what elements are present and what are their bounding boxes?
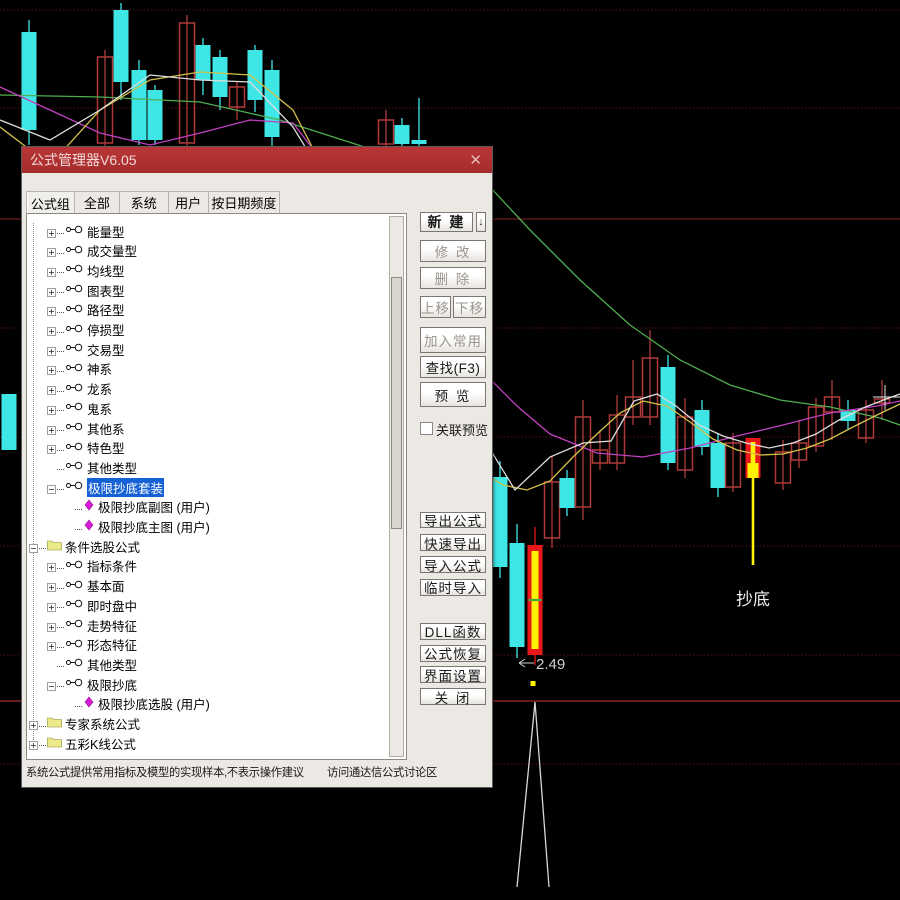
svg-text:抄底: 抄底 [736, 590, 770, 609]
svg-text:2.49: 2.49 [536, 656, 565, 673]
